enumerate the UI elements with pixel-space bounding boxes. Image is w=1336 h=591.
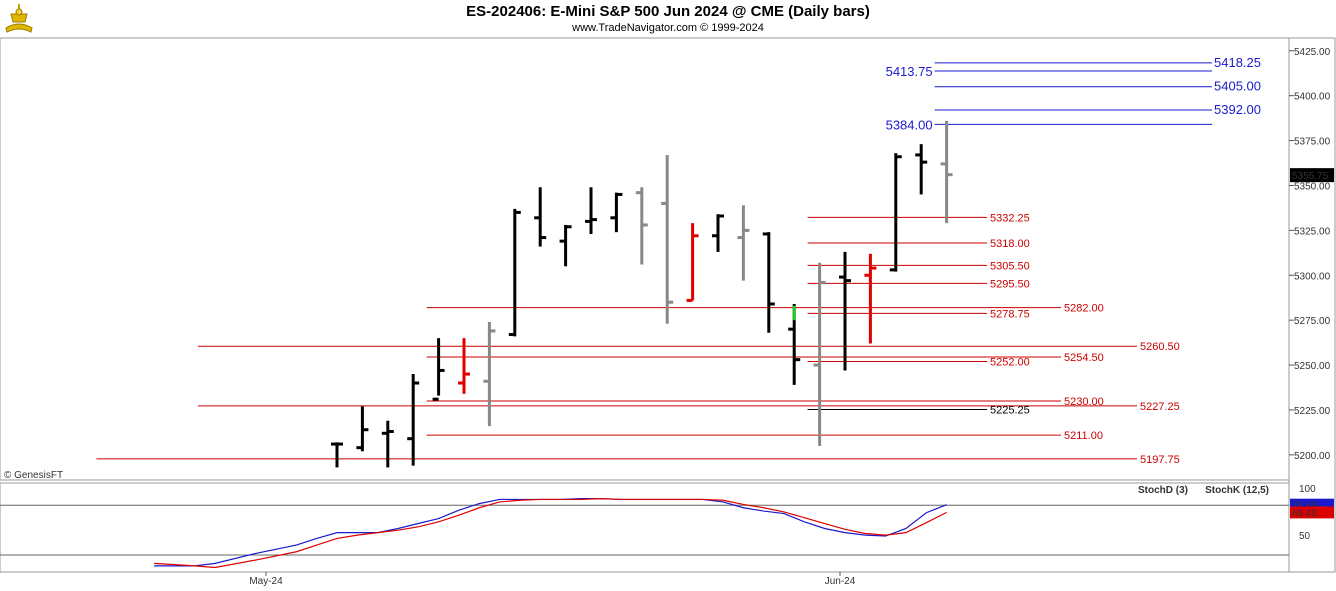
stochastic-legend-k: StochK (12,5) xyxy=(1205,485,1269,496)
level-label: 5405.00 xyxy=(1214,79,1261,94)
level-label: 5384.00 xyxy=(886,117,933,132)
level-label: 5332.25 xyxy=(990,212,1030,224)
level-label: 5260.50 xyxy=(1140,341,1180,353)
stoch-d-value-marker xyxy=(1290,506,1334,519)
chart-title: ES-202406: E-Mini S&P 500 Jun 2024 @ CME… xyxy=(466,3,870,20)
level-label: 5252.00 xyxy=(990,356,1030,368)
trade-navigator-logo-icon xyxy=(3,2,35,36)
stoch-d-value-label: 69.40 xyxy=(1292,508,1317,519)
stochastic-tick-label: 100 xyxy=(1299,484,1316,495)
level-label: 5197.75 xyxy=(1140,454,1180,466)
level-label: 5318.00 xyxy=(990,238,1030,250)
y-axis-tick-label: 5400.00 xyxy=(1294,92,1331,103)
level-label: 5227.25 xyxy=(1140,401,1180,413)
level-label: 5413.75 xyxy=(886,64,933,79)
stochastic-line xyxy=(154,498,947,569)
level-label: 5418.25 xyxy=(1214,55,1261,70)
last-price-label: 5355.75 xyxy=(1292,171,1329,182)
level-label: 5211.00 xyxy=(1064,430,1103,442)
y-axis-tick-label: 5425.00 xyxy=(1294,47,1331,58)
y-axis-tick-label: 5375.00 xyxy=(1294,137,1331,148)
genesisft-watermark: © GenesisFT xyxy=(4,470,63,481)
stochastic-line xyxy=(154,498,947,567)
stochastic-legend-d: StochD (3) xyxy=(1138,485,1188,496)
level-label: 5392.00 xyxy=(1214,102,1261,117)
y-axis-tick-label: 5225.00 xyxy=(1294,406,1331,417)
x-axis-label: Jun-24 xyxy=(825,576,856,587)
stoch-k-value-label: 78.69 xyxy=(1292,501,1317,512)
level-label: 5225.25 xyxy=(990,405,1030,417)
level-label: 5295.50 xyxy=(990,278,1030,290)
price-plot-area xyxy=(0,37,1290,481)
y-axis-tick-label: 5275.00 xyxy=(1294,316,1331,327)
y-axis-frame xyxy=(1288,37,1336,573)
level-label: 5230.00 xyxy=(1064,396,1104,408)
chart-header: ES-202406: E-Mini S&P 500 Jun 2024 @ CME… xyxy=(0,0,1336,38)
stochastic-tick-label: 50 xyxy=(1299,531,1311,542)
level-label: 5305.50 xyxy=(990,260,1030,272)
chart-subtitle: www.TradeNavigator.com © 1999-2024 xyxy=(572,22,764,34)
y-axis-tick-label: 5350.00 xyxy=(1294,181,1331,192)
level-label: 5254.50 xyxy=(1064,352,1104,364)
y-axis-tick-label: 5200.00 xyxy=(1294,451,1331,462)
stochastic-plot-area xyxy=(0,482,1290,573)
y-axis-tick-label: 5250.00 xyxy=(1294,361,1331,372)
y-axis-tick-label: 5300.00 xyxy=(1294,271,1331,282)
last-price-marker xyxy=(1290,168,1334,183)
level-label: 5282.00 xyxy=(1064,303,1104,315)
y-axis-tick-label: 5325.00 xyxy=(1294,226,1331,237)
x-axis-label: May-24 xyxy=(249,576,283,587)
level-label: 5278.75 xyxy=(990,308,1030,320)
